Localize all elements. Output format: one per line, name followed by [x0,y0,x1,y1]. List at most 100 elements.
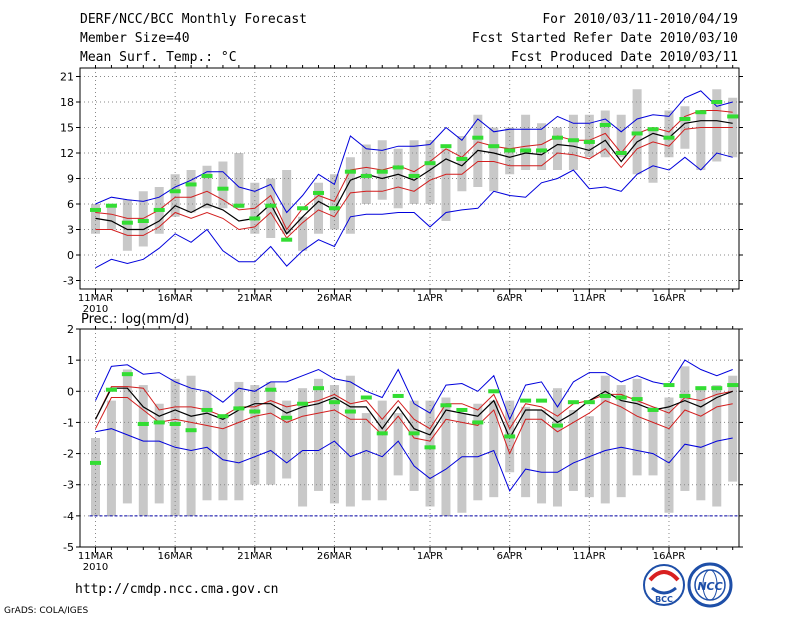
ensemble-mean-marker [408,173,420,178]
y-tick-label: 0 [67,249,74,262]
ensemble-spread-box [457,136,467,192]
ensemble-spread-box [122,199,132,251]
ensemble-mean-marker [185,428,197,433]
ensemble-mean-marker [695,386,707,391]
ensemble-mean-marker [408,431,420,436]
ensemble-spread-box [696,388,706,501]
ensemble-mean-marker [105,203,117,208]
ensemble-mean-marker [520,148,532,153]
ensemble-spread-box [441,148,451,221]
ensemble-spread-box [648,127,658,183]
ensemble-mean-marker [376,431,388,436]
ensemble-mean-marker [695,110,707,115]
ensemble-mean-marker [360,173,372,178]
x-tick-label: 16MAR [158,293,193,304]
ensemble-mean-marker [567,400,579,405]
ncc-logo-text: NCC [697,580,722,593]
variable-label: Mean Surf. Temp.: °C [80,50,237,65]
y-tick-label: 1 [67,354,74,367]
ensemble-spread-box [202,391,212,501]
ensemble-spread-box [616,114,626,158]
ensemble-spread-box [218,416,228,501]
y-tick-label: 12 [60,147,74,160]
ensemble-mean-marker [217,414,229,419]
ensemble-mean-marker [567,138,579,143]
x-tick-label: 26MAR [317,293,352,304]
ensemble-spread-box [91,438,100,516]
ensemble-spread-box [632,378,642,476]
ensemble-mean-marker [392,393,404,398]
x-tick-label: 21MAR [237,293,272,304]
ensemble-spread-box [345,375,355,507]
ensemble-spread-box [186,170,196,213]
ensemble-mean-marker [599,122,611,127]
percentile-10-line [95,152,733,269]
ensemble-spread-box [298,216,308,251]
ensemble-mean-marker [488,144,500,149]
ensemble-mean-marker [265,203,277,208]
ensemble-spread-box [122,369,132,504]
grads-credit: GrADS: COLA/IGES [4,606,89,616]
ensemble-mean-marker [169,189,181,194]
ensemble-spread-box [234,381,244,501]
ensemble-spread-box [712,385,722,507]
ensemble-mean-marker [456,156,468,161]
ensemble-spread-box [489,400,499,498]
ensemble-mean-marker [169,421,181,426]
x-tick-label: 21MAR [237,551,272,562]
ensemble-mean-marker [153,420,165,425]
ensemble-mean-marker [679,117,691,121]
ensemble-spread-box [393,148,403,209]
ensemble-mean-marker [201,173,213,178]
ensemble-mean-marker [583,400,595,405]
forecast-start-date-label: Fcst Started Refer Date 2010/03/10 [471,31,738,46]
y-tick-label: 2 [67,323,74,336]
ensemble-spread-box [568,409,578,491]
ensemble-spread-box [170,174,180,217]
ensemble-mean-marker [488,389,500,394]
ensemble-mean-marker [520,398,532,403]
ensemble-spread-box [377,400,387,501]
ensemble-spread-box [138,385,148,516]
ensemble-spread-box [345,157,355,234]
ensemble-mean-marker [105,387,117,392]
percentile-10-line [95,428,733,492]
ensemble-mean-marker [313,386,325,391]
ensemble-mean-marker [344,409,356,414]
ensemble-mean-marker [615,151,627,155]
ensemble-mean-marker [647,407,659,412]
x-tick-label: 11APR [573,293,606,304]
ensemble-spread-box [680,366,690,491]
ensemble-mean-marker [599,393,611,398]
x-tick-label: 6APR [497,551,523,562]
ensemble-spread-box [489,127,499,192]
ensemble-spread-box [282,400,292,479]
y-tick-label: -3 [63,479,74,492]
ensemble-spread-box [616,385,626,498]
ensemble-mean-marker [344,169,356,174]
ensemble-spread-box [457,413,467,513]
ensemble-spread-box [521,114,531,170]
bcc-logo-text: BCC [655,595,673,604]
ensemble-mean-marker [536,148,548,153]
ensemble-mean-marker [456,407,468,412]
x-tick-label: 11MAR [78,551,113,562]
ensemble-spread-box [552,388,562,507]
website-url[interactable]: http://cmdp.ncc.cma.gov.cn [75,582,279,597]
ensemble-spread-box [728,375,738,482]
ensemble-spread-box [106,400,116,516]
y-tick-label: 3 [67,224,74,237]
percentile-90-line [95,359,733,421]
median-line [94,387,733,440]
ensemble-mean-marker [727,114,739,119]
ensemble-mean-marker [440,144,452,149]
ensemble-spread-box [393,413,403,476]
ensemble-spread-box [202,165,212,209]
forecast-period-label: For 2010/03/11-2010/04/19 [542,12,738,27]
x-tick-label: 16APR [653,293,686,304]
ensemble-spread-box [441,397,451,516]
ensemble-mean-marker [440,403,452,408]
ensemble-mean-marker [583,139,595,144]
lower-quartile-line [95,127,733,239]
